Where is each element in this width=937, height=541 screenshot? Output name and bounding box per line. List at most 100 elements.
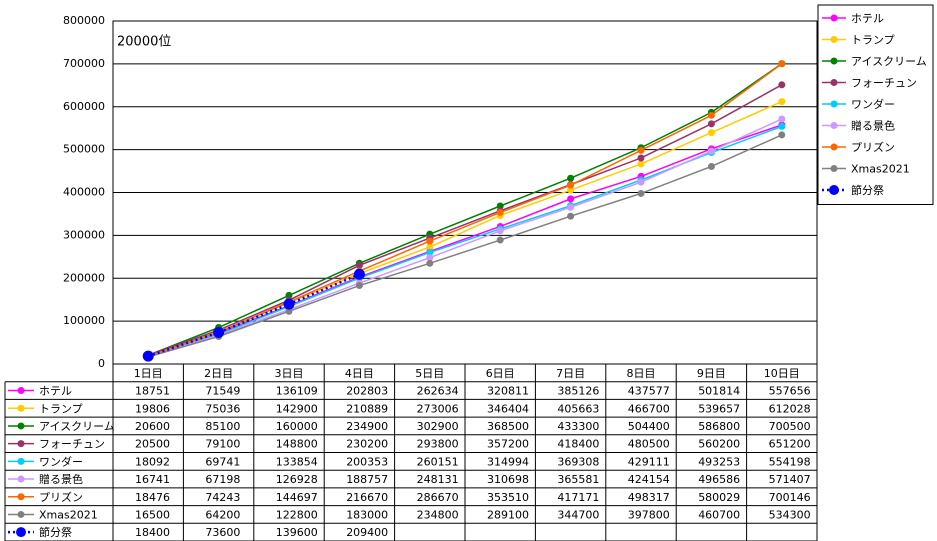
table-value: 460700 [698,508,740,521]
legend-label: 節分祭 [851,183,884,197]
table-value: 286670 [417,491,459,504]
table-value: 353510 [487,491,529,504]
table-value: 612028 [769,402,811,415]
table-value: 368500 [487,420,529,433]
series-marker [637,160,645,168]
x-tick-label: 3日目 [275,367,304,380]
table-key-marker [16,527,26,538]
table-value: 418400 [557,438,599,451]
series-marker [567,174,575,182]
table-series-name: 節分祭 [39,525,72,539]
legend-key-marker [830,143,838,151]
x-tick-label: 6日目 [486,367,515,380]
series-marker [637,154,645,162]
table-value: 18476 [135,491,170,504]
table-series-name: ワンダー [39,454,83,468]
series-line [147,63,783,357]
table-key-marker [17,387,25,395]
table-key-marker [17,440,25,448]
series-marker [213,326,225,338]
table-value: 498317 [628,491,670,504]
legend-key-marker [830,57,838,65]
series-marker [496,208,504,216]
table-value: 18751 [135,385,170,398]
y-tick-label: 500000 [63,143,105,156]
series-marker [426,259,434,267]
annotation: 20000位 [117,35,171,50]
table-value: 160000 [276,420,318,433]
x-tick-label: 9日目 [697,367,726,380]
legend-label: ワンダー [851,97,895,111]
table-value: 385126 [557,385,599,398]
table-key-marker [17,457,25,465]
table-value: 200353 [346,455,388,468]
legend-label: 贈る景色 [851,119,895,133]
table-value: 560200 [698,438,740,451]
series-marker [637,189,645,197]
table-key-marker [17,493,25,501]
y-tick-label: 100000 [63,314,105,327]
table-value: 501814 [698,385,740,398]
table-value: 79100 [205,438,240,451]
series-marker [426,237,434,245]
y-tick-label: 600000 [63,100,105,113]
series-marker [707,111,715,119]
table-value: 148800 [276,438,318,451]
series-marker [778,122,786,130]
table-series-name: 贈る景色 [39,472,83,486]
table-value: 369308 [557,455,599,468]
legend-key-marker [830,79,838,86]
table-value: 18400 [135,526,170,539]
table-value: 126928 [276,473,318,486]
table-value: 16741 [135,473,170,486]
table-value: 67198 [205,473,240,486]
table-series-name: プリズン [39,490,83,504]
table-value: 424154 [628,473,670,486]
table-value: 260151 [417,455,459,468]
table-value: 586800 [698,420,740,433]
table-value: 504400 [628,420,670,433]
table-value: 405663 [557,402,599,415]
table-value: 71549 [205,385,240,398]
series-marker [355,282,363,290]
series-marker [496,236,504,244]
table-value: 234800 [417,508,459,521]
legend-label: プリズン [851,140,895,154]
table-value: 234900 [346,420,388,433]
table-value: 18092 [135,455,170,468]
table-value: 417171 [557,491,599,504]
series-marker [567,195,575,203]
table-series-name: アイスクリーム [39,420,115,433]
series-marker [283,298,295,310]
table-value: 289100 [487,508,529,521]
table-value: 216670 [346,491,388,504]
table-series-name: ホテル [39,385,72,398]
y-tick-label: 700000 [63,57,105,70]
legend-label: Xmas2021 [851,163,910,176]
table-value: 262634 [417,385,459,398]
series-marker [637,178,645,186]
table-value: 365581 [557,473,599,486]
series-marker [355,261,363,269]
series-marker [567,186,575,194]
legend-key-marker [830,14,838,22]
series-line [147,118,783,358]
table-key-marker [17,422,25,430]
table-value: 554198 [769,455,811,468]
table-value: 466700 [628,402,670,415]
table-value: 20600 [135,420,170,433]
table-value: 248131 [417,473,459,486]
legend-label: トランプ [851,34,895,47]
table-value: 230200 [346,438,388,451]
series-marker [285,291,293,299]
legend-label: フォーチュン [851,77,917,90]
y-tick-label: 0 [98,357,105,370]
legend-label: アイスクリーム [851,55,927,68]
table-value: 344700 [557,508,599,521]
table-value: 133854 [276,455,318,468]
table-key-marker [17,404,25,412]
x-tick-label: 10日目 [764,367,800,380]
table-value: 69741 [205,455,240,468]
table-value: 700146 [769,491,811,504]
